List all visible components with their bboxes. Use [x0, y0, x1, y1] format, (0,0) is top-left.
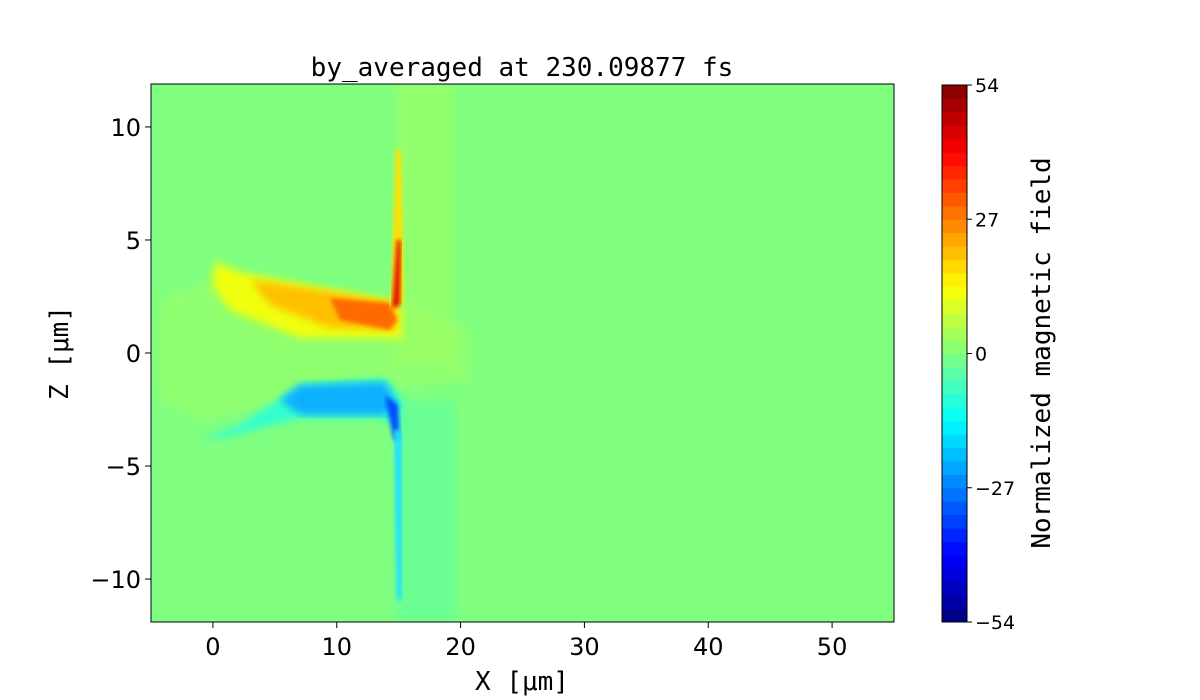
colorbar-level [942, 420, 967, 435]
colorbar-tick-label: 54 [975, 75, 999, 97]
y-tick-label: −10 [90, 566, 141, 594]
colorbar-level [942, 272, 967, 287]
colorbar-level [942, 259, 967, 274]
colorbar-tick-label: −27 [975, 478, 1015, 500]
colorbar-level [942, 340, 967, 354]
colorbar-level [942, 326, 967, 341]
colorbar-level [942, 366, 967, 381]
colorbar-level [942, 581, 967, 596]
colorbar-tick-label: −54 [975, 612, 1015, 634]
colorbar-level [942, 219, 967, 234]
field-region-negative-peak [385, 395, 400, 440]
x-tick-label: 50 [817, 633, 848, 661]
colorbar-level [942, 554, 967, 569]
x-tick-label: 30 [569, 633, 600, 661]
y-tick-label: −5 [106, 453, 141, 481]
colorbar-level [942, 178, 967, 193]
colorbar-level [942, 299, 967, 314]
colorbar-level [942, 165, 967, 180]
colorbar-level [942, 541, 967, 556]
plot-area [151, 84, 894, 622]
colorbar-tick-label: 0 [975, 344, 987, 366]
colorbar-label: Normalized magnetic field [1027, 157, 1057, 548]
colorbar-level [942, 434, 967, 448]
colorbar-level [942, 460, 967, 475]
y-tick-label: 10 [110, 114, 141, 142]
colorbar-level [942, 85, 967, 99]
colorbar-level [942, 313, 967, 328]
x-tick-label: 10 [321, 633, 352, 661]
colorbar-level [942, 568, 967, 583]
colorbar-level [942, 474, 967, 489]
colorbar-level [942, 246, 967, 261]
colorbar-level [942, 205, 967, 220]
colorbar-level [942, 232, 967, 247]
field-region-positive-peak [330, 298, 397, 330]
colorbar-level [942, 152, 967, 167]
colorbar-level [942, 595, 967, 610]
colorbar-level [942, 528, 967, 542]
field-region-spike-peak [392, 240, 401, 309]
colorbar-level [942, 407, 967, 422]
colorbar-level [942, 487, 967, 502]
chart-title: by_averaged at 230.09877 fs [311, 53, 734, 83]
field-region-spike-negative [394, 430, 402, 600]
colorbar [941, 84, 968, 623]
field-region-weak-negative [395, 400, 455, 622]
colorbar-tick-label: 27 [975, 209, 999, 231]
colorbar-level [942, 501, 967, 516]
colorbar-level [942, 447, 967, 462]
colorbar-level [942, 514, 967, 529]
y-tick-label: 0 [126, 340, 141, 368]
colorbar-level [942, 98, 967, 113]
x-tick-label: 0 [205, 633, 220, 661]
colorbar-level [942, 138, 967, 153]
x-tick-label: 20 [445, 633, 476, 661]
colorbar-level [942, 192, 967, 207]
field-region-spike-positive [391, 150, 404, 310]
y-tick-label: 5 [126, 227, 141, 255]
colorbar-level [942, 353, 967, 368]
colorbar-level [942, 286, 967, 301]
y-axis-label: Z [μm] [45, 306, 75, 400]
colorbar-level [942, 380, 967, 395]
colorbar-level [942, 111, 967, 126]
colorbar-level [942, 608, 967, 623]
x-tick-label: 40 [693, 633, 724, 661]
colorbar-level [942, 393, 967, 408]
x-axis-label: X [μm] [475, 667, 569, 697]
colorbar-level [942, 125, 967, 140]
field-region-negative-core [280, 382, 398, 415]
